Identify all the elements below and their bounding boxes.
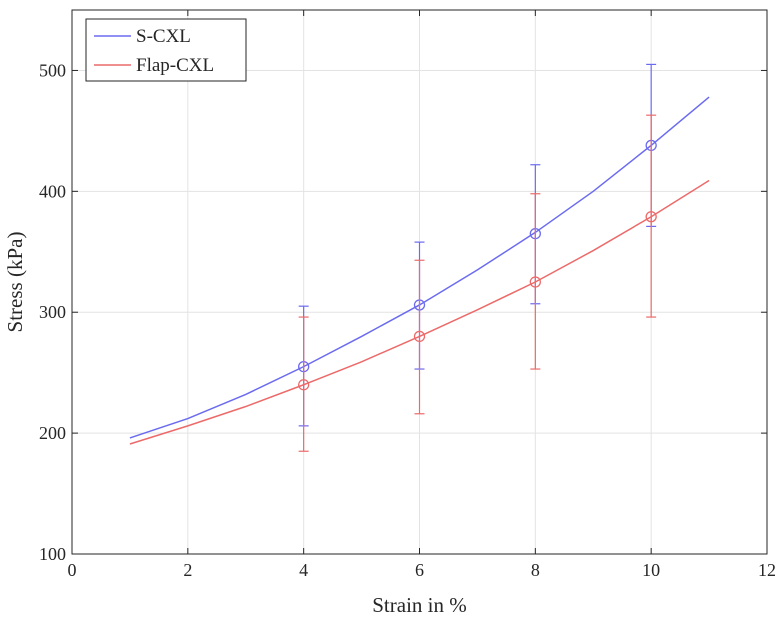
y-tick-label: 200 [39,423,66,443]
data-point-flap-cxl [529,276,541,288]
series-layer [129,63,710,452]
axis-ticks [71,10,768,555]
series-flap-cxl [129,114,710,452]
y-tick-label: 500 [39,60,66,80]
x-tick-label: 4 [299,560,308,580]
y-axis-title: Stress (kPa) [3,232,27,333]
x-tick-label: 8 [531,560,540,580]
data-point-flap-cxl [413,330,426,343]
data-point-flap-cxl [298,379,310,391]
legend-box [85,18,247,82]
x-tick-label: 2 [183,560,192,580]
data-point-flap-cxl [645,211,657,223]
x-axis-title: Strain in % [372,593,467,617]
x-tick-label: 10 [642,560,660,580]
legend-label-s-cxl: S-CXL [136,26,191,47]
x-tick-label: 6 [415,560,424,580]
y-tick-label: 300 [39,302,66,322]
x-tick-label: 0 [68,560,77,580]
legend-label-flap-cxl: Flap-CXL [136,55,214,76]
tick-labels: 0 2 4 6 8 10 12 100 200 300 400 500 [39,60,776,580]
legend: S-CXL Flap-CXL [85,18,247,82]
y-tick-label: 100 [39,544,66,564]
x-tick-label: 12 [758,560,776,580]
y-tick-label: 400 [39,181,66,201]
